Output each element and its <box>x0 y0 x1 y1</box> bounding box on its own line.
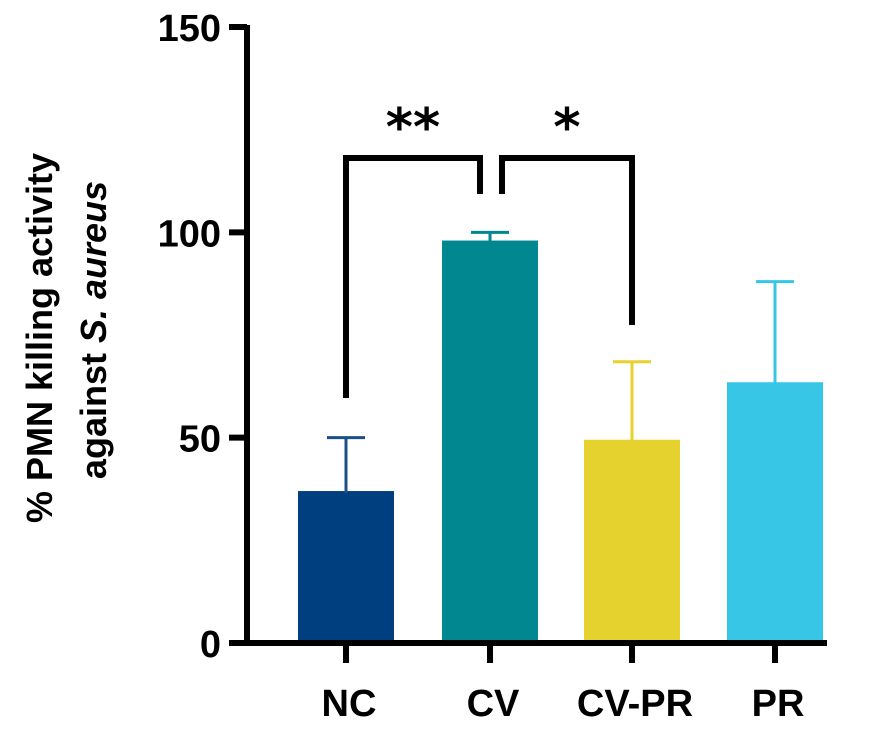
y-axis-title-line1: % PMN killing activity <box>19 153 60 523</box>
error-bars <box>327 230 794 494</box>
bar-nc <box>298 491 394 643</box>
y-tick-label: 0 <box>200 624 221 666</box>
y-axis: 0 50 100 150 <box>158 8 250 666</box>
significance-label: ** <box>386 98 440 158</box>
y-axis-title: % PMN killing activity against S. aureus <box>19 153 114 523</box>
significance-brackets: ** * <box>343 98 635 398</box>
y-tick-label: 150 <box>158 8 221 50</box>
x-tick-label: CV-PR <box>577 683 693 725</box>
y-axis-title-italic: S. aureus <box>73 181 114 343</box>
y-tick-label: 100 <box>158 213 221 255</box>
y-axis-title-line2: against S. aureus <box>73 181 114 479</box>
bars <box>298 240 823 643</box>
significance-bracket <box>499 155 635 325</box>
y-axis-title-prefix: against <box>73 343 114 479</box>
x-tick-label: PR <box>752 683 805 725</box>
bar-pr <box>727 382 823 643</box>
x-tick-label: CV <box>467 683 520 725</box>
x-tick-label: NC <box>322 683 377 725</box>
bar-cv-pr <box>584 439 680 643</box>
significance-label: * <box>553 98 580 158</box>
bar-cv <box>442 240 538 643</box>
x-axis: NC CV CV-PR PR <box>244 640 827 725</box>
y-tick-label: 50 <box>179 419 221 461</box>
significance-bracket <box>343 155 483 398</box>
